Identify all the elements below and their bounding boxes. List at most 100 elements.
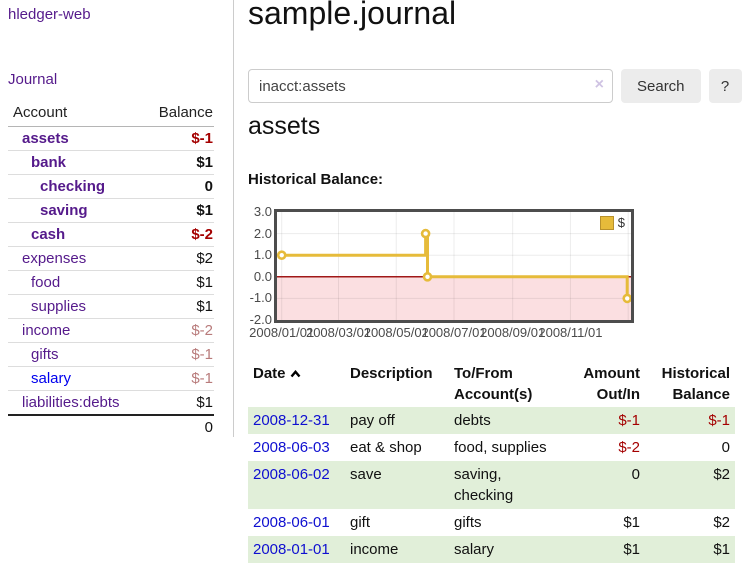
legend-label: $ [617,215,625,230]
account-balance: 0 [141,174,214,199]
page-title: sample.journal [248,0,457,31]
account-row: saving $1 [8,198,214,223]
transaction-description: save [350,466,382,483]
transaction-description: income [350,541,399,558]
account-row: liabilities:debts $1 [8,390,214,415]
account-balance: $-1 [141,342,214,367]
account-balance: $1 [141,270,214,295]
y-axis-tick-label: 1.0 [253,247,272,263]
clear-search-icon[interactable]: × [594,76,604,93]
transaction-accounts: saving, checking [454,466,514,504]
balance-chart-plot: $ [274,209,634,323]
balance-chart: $ 3.0 2.0 1.0 0.0 -1.0 -2.0 2008/01/01 2008/03/… [248,199,742,351]
brand-link[interactable]: hledger-web [8,6,91,23]
account-link-income[interactable]: income [22,322,71,339]
transaction-balance: $2 [713,466,730,483]
sidebar-item-journal[interactable]: Journal [8,71,58,88]
x-axis-tick-label: 2008/09/01 [480,325,546,340]
transaction-date-link[interactable]: 2008-06-03 [253,439,330,456]
account-link-food[interactable]: food [31,274,61,291]
account-link-liabilities-debts[interactable]: liabilities:debts [22,394,120,411]
register-column-description: Description [350,365,433,382]
account-row: salary $-1 [8,366,214,391]
transaction-amount: $-1 [618,412,640,429]
x-axis-tick-label: 2008/07/01 [421,325,487,340]
register-column-amount: Amount Out/In [583,365,640,403]
x-axis-tick-label: 2008/01/01 [249,325,315,340]
account-row: gifts $-1 [8,342,214,367]
account-heading: assets [248,112,321,140]
accounts-column-balance: Balance [141,102,214,127]
register-row: 2008-12-31 pay off debts $-1 $-1 [248,407,735,434]
legend-swatch-icon [599,215,614,230]
transaction-date-link[interactable]: 2008-12-31 [253,412,330,429]
register-row: 2008-01-01 income salary $1 $1 [248,536,735,563]
transaction-description: pay off [350,412,395,429]
register-row: 2008-06-02 save saving, checking 0 $2 [248,461,735,509]
y-axis-tick-label: 0.0 [253,268,272,284]
transaction-description: gift [350,514,371,531]
account-row: bank $1 [8,150,214,175]
chart-title: Historical Balance: [248,171,384,188]
transaction-accounts: gifts [454,514,482,531]
account-balance: $-1 [191,130,213,147]
help-button[interactable]: ? [708,69,742,103]
account-link-bank[interactable]: bank [31,154,67,171]
sidebar: hledger-web Journal Account Balance asse… [0,0,234,439]
account-row: supplies $1 [8,294,214,319]
account-link-checking[interactable]: checking [40,178,106,195]
transaction-amount: $1 [623,541,640,558]
accounts-total-value: 0 [141,414,214,439]
y-axis-tick-label: -1.0 [249,290,272,306]
account-balance: $2 [141,246,214,271]
account-balance: $-1 [141,366,214,391]
account-balance: $1 [141,150,214,175]
search-form: × Search ? [248,69,742,103]
account-balance: $1 [141,294,214,319]
account-link-expenses[interactable]: expenses [22,250,87,267]
transaction-accounts: salary [454,541,495,558]
x-axis-tick-label: 2008/05/01 [363,325,429,340]
register-column-accounts: To/From Account(s) [454,365,533,403]
account-link-cash[interactable]: cash [31,226,66,243]
account-link-gifts[interactable]: gifts [31,346,59,363]
search-button[interactable]: Search [621,69,701,103]
register-row: 2008-06-03 eat & shop food, supplies $-2… [248,434,735,461]
register-table: Date Description To/From Account(s) Amou… [248,361,735,563]
account-row: food $1 [8,270,214,295]
transaction-date-link[interactable]: 2008-06-02 [253,466,330,483]
register-column-date[interactable]: Date [248,361,345,407]
transaction-balance: $2 [713,514,730,531]
y-axis-tick-label: -2.0 [249,312,272,327]
y-axis-tick-label: 3.0 [253,204,272,219]
account-balance: $1 [141,198,214,223]
account-link-salary[interactable]: salary [31,370,72,387]
chart-legend: $ [599,215,625,230]
search-input[interactable] [248,69,613,103]
account-link-assets[interactable]: assets [22,130,69,147]
register-column-balance: Historical Balance [661,365,730,403]
account-row: checking 0 [8,174,214,199]
transaction-balance: $1 [713,541,730,558]
account-balance: $1 [141,390,214,415]
balance-chart-canvas [277,212,631,320]
account-row: cash $-2 [8,222,214,247]
transaction-amount: $1 [623,514,640,531]
sort-up-icon [290,363,301,384]
transaction-amount: $-2 [618,439,640,456]
accounts-header-row: Account Balance [8,102,214,127]
account-balance: $-2 [141,318,214,343]
transaction-description: eat & shop [350,439,422,456]
y-axis-tick-label: 2.0 [253,225,272,241]
x-axis-tick-label: 2008/03/01 [305,325,372,340]
transaction-balance: 0 [721,439,730,456]
account-link-supplies[interactable]: supplies [31,298,87,315]
register-row: 2008-06-01 gift gifts $1 $2 [248,509,735,536]
transaction-date-link[interactable]: 2008-06-01 [253,514,330,531]
transaction-accounts: debts [454,412,491,429]
account-link-saving[interactable]: saving [40,202,88,219]
x-axis-tick-label: 2008/11/01 [538,325,603,340]
transaction-balance: $-1 [708,412,730,429]
account-balance: $-2 [141,222,214,247]
transaction-date-link[interactable]: 2008-01-01 [253,541,330,558]
